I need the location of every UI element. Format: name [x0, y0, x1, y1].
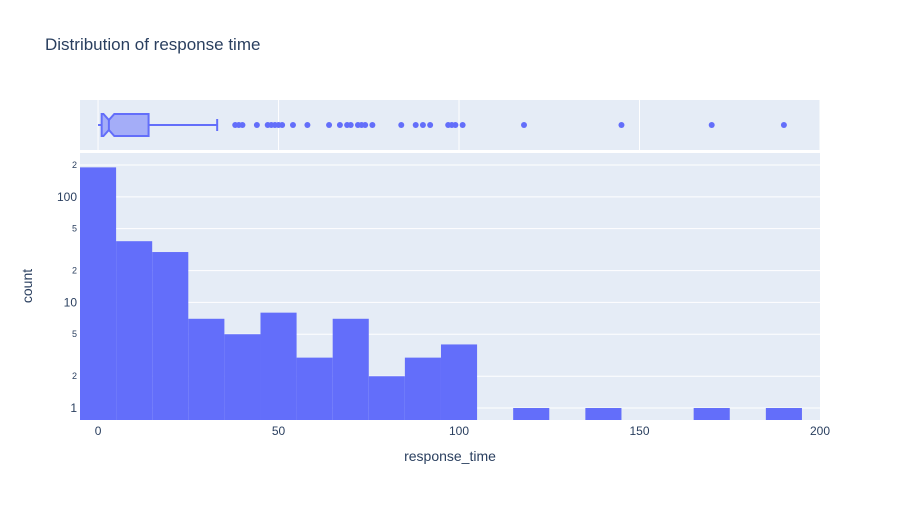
boxplot-box[interactable]	[98, 113, 219, 137]
boxplot-outlier-point[interactable]	[618, 122, 625, 128]
histogram-bar[interactable]	[188, 318, 225, 420]
histogram-bar[interactable]	[513, 408, 550, 420]
boxplot-outlier-point[interactable]	[398, 122, 405, 128]
x-axis-tick-labels: 0 50 100 150 200	[95, 424, 831, 438]
chart-title: Distribution of response time	[45, 35, 260, 54]
boxplot-outlier-point[interactable]	[326, 122, 333, 128]
y-minor-tick-label: 5	[72, 224, 77, 234]
x-tick-label: 50	[272, 424, 286, 438]
y-tick-label: 10	[64, 295, 78, 309]
histogram-bar[interactable]	[693, 408, 730, 420]
histogram-bar[interactable]	[296, 357, 333, 420]
histogram-bar[interactable]	[585, 408, 622, 420]
x-tick-label: 100	[449, 424, 469, 438]
histogram-bar[interactable]	[152, 252, 189, 420]
histogram-bar[interactable]	[224, 334, 261, 420]
boxplot-outlier-point[interactable]	[239, 122, 246, 128]
boxplot-outlier-point[interactable]	[452, 122, 459, 128]
histogram-bars	[80, 167, 802, 420]
histogram-bar[interactable]	[332, 318, 369, 420]
y-axis-tick-labels: 1 10 100 2 5 2 5 2	[57, 160, 77, 415]
boxplot-notched-box[interactable]	[100, 113, 150, 137]
y-axis-label: count	[19, 269, 35, 303]
histogram-bar[interactable]	[765, 408, 802, 420]
boxplot-outlier-point[interactable]	[289, 122, 296, 128]
boxplot-outlier-point[interactable]	[253, 122, 260, 128]
boxplot-outlier-point[interactable]	[419, 122, 426, 128]
histogram-panel: 1 10 100 2 5 2 5 2 0 50 100 150 200	[57, 153, 830, 438]
boxplot-outlier-point[interactable]	[780, 122, 787, 128]
histogram-bar[interactable]	[368, 376, 405, 420]
boxplot-outlier-point[interactable]	[708, 122, 715, 128]
boxplot-panel	[80, 100, 821, 150]
boxplot-outlier-point[interactable]	[304, 122, 311, 128]
boxplot-outlier-point[interactable]	[336, 122, 343, 128]
boxplot-outlier-point[interactable]	[279, 122, 286, 128]
histogram-bar[interactable]	[116, 241, 153, 420]
boxplot-outlier-point[interactable]	[459, 122, 466, 128]
histogram-bar[interactable]	[80, 167, 117, 420]
boxplot-outlier-point[interactable]	[521, 122, 527, 128]
boxplot-outliers	[232, 122, 787, 128]
y-minor-tick-label: 2	[72, 266, 77, 276]
y-tick-label: 100	[57, 190, 77, 204]
histogram-bar[interactable]	[440, 344, 478, 420]
histogram-bar[interactable]	[404, 357, 441, 420]
boxplot-outlier-point[interactable]	[412, 122, 419, 128]
x-tick-label: 200	[810, 424, 830, 438]
y-tick-label: 1	[70, 401, 77, 415]
y-minor-tick-label: 2	[72, 371, 77, 381]
y-minor-tick-label: 2	[72, 160, 77, 170]
x-tick-label: 0	[95, 424, 102, 438]
boxplot-outlier-point[interactable]	[427, 122, 434, 128]
boxplot-outlier-point[interactable]	[362, 122, 369, 128]
y-minor-tick-label: 5	[72, 329, 77, 339]
x-axis-label: response_time	[404, 448, 496, 464]
x-tick-label: 150	[629, 424, 649, 438]
boxplot-outlier-point[interactable]	[369, 122, 376, 128]
histogram-bar[interactable]	[260, 312, 297, 420]
boxplot-outlier-point[interactable]	[347, 122, 354, 128]
